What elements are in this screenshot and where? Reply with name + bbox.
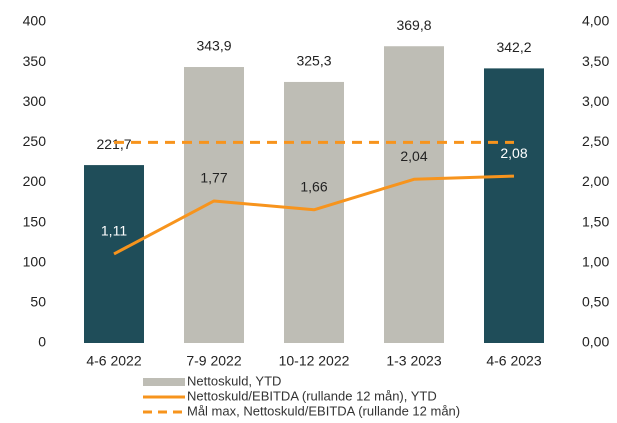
y2-tick-label: 3,00 [582,93,609,109]
bar-value-label: 325,3 [296,53,331,69]
line-value-label: 1,66 [300,178,327,194]
y-tick-label: 0 [38,334,46,350]
legend-label: Nettoskuld/EBITDA (rullande 12 mån), YTD [187,388,437,403]
y-tick-label: 300 [23,93,47,109]
x-tick-label: 7-9 2022 [186,353,241,369]
line-value-label: 2,04 [400,148,427,164]
x-tick-label: 1-3 2023 [386,353,441,369]
bar-value-label: 343,9 [196,38,231,54]
y2-tick-label: 0,50 [582,294,609,310]
legend-label: Nettoskuld, YTD [187,373,281,388]
line [113,174,515,256]
bar [84,165,144,343]
y-tick-label: 400 [23,13,47,29]
bar-value-label: 369,8 [396,17,431,33]
line-value-label: 2,08 [500,145,527,161]
y2-tick-label: 0,00 [582,334,609,350]
bar [284,81,344,343]
y2-tick-label: 1,00 [582,253,609,269]
y2-tick-label: 2,00 [582,173,609,189]
y-tick-label: 200 [23,173,47,189]
y2-tick-label: 4,00 [582,13,609,29]
x-tick-label: 4-6 2023 [486,353,541,369]
line-value-label: 1,77 [200,170,227,186]
bar-value-label: 342,2 [496,39,531,55]
y-tick-label: 100 [23,253,47,269]
legend-label: Mål max, Nettoskuld/EBITDA (rullande 12 … [187,403,460,418]
bar [484,68,544,344]
y2-tick-label: 3,50 [582,53,609,69]
x-tick-label: 10-12 2022 [279,353,350,369]
x-tick-label: 4-6 2022 [86,353,141,369]
bar [184,67,244,343]
bar [384,46,444,343]
y-tick-label: 50 [30,294,46,310]
y-tick-label: 350 [23,53,47,69]
y-tick-label: 250 [23,133,47,149]
line-value-label: 1,11 [101,223,127,239]
y-tick-label: 150 [23,213,47,229]
legend-swatch [143,378,185,386]
y2-tick-label: 2,50 [582,133,609,149]
y2-tick-label: 1,50 [582,213,609,229]
